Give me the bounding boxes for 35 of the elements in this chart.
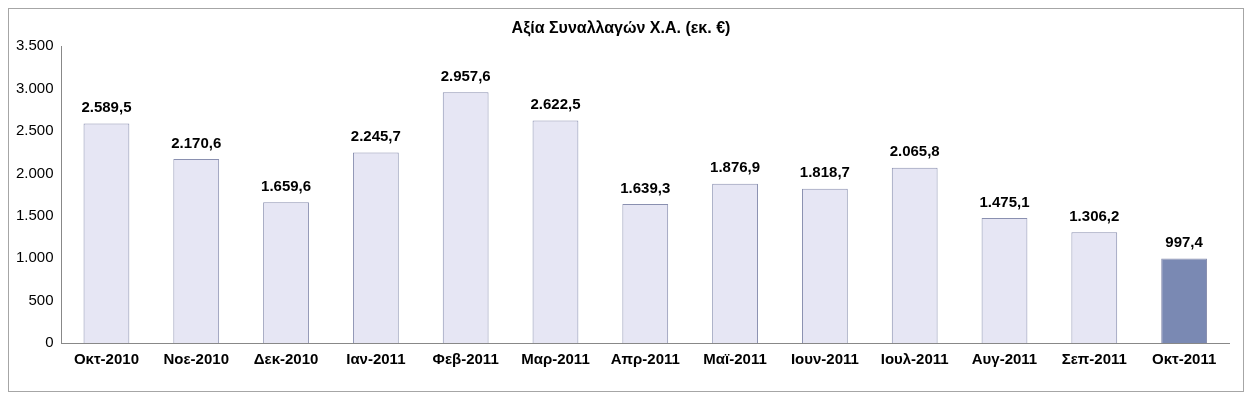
x-tick-label: Φεβ-2011 bbox=[432, 350, 499, 368]
x-tick-label: Ιουλ-2011 bbox=[880, 350, 949, 368]
x-tick-label: Απρ-2011 bbox=[610, 350, 680, 368]
data-label: 997,4 bbox=[1165, 233, 1204, 251]
x-tick-label: Μαρ-2011 bbox=[521, 350, 590, 368]
data-label: 1.876,9 bbox=[710, 158, 761, 176]
x-tick-label: Αυγ-2011 bbox=[971, 350, 1038, 368]
y-tick-label: 3.500 bbox=[15, 36, 54, 54]
data-label: 2.065,8 bbox=[889, 142, 940, 160]
x-tick-label: Σεπ-2011 bbox=[1061, 350, 1127, 368]
data-label: 1.306,2 bbox=[1069, 206, 1120, 224]
data-label: 1.818,7 bbox=[799, 163, 850, 181]
x-tick-label: Μαϊ-2011 bbox=[703, 350, 767, 368]
data-label: 2.622,5 bbox=[530, 95, 581, 113]
chart-title: Αξία Συναλλαγών Χ.Α. (εκ. €) bbox=[511, 19, 731, 38]
x-tick-label: Νοε-2010 bbox=[163, 350, 229, 368]
data-label: 2.589,5 bbox=[81, 98, 132, 116]
x-tick-label: Ιαν-2011 bbox=[346, 350, 406, 368]
y-tick-label: 500 bbox=[28, 290, 54, 308]
y-tick-label: 1.500 bbox=[15, 205, 54, 223]
x-tick-label: Δεκ-2010 bbox=[253, 350, 319, 368]
y-tick-label: 0 bbox=[45, 333, 54, 351]
data-label: 2.957,6 bbox=[440, 66, 491, 84]
y-tick-label: 2.000 bbox=[15, 163, 54, 181]
data-label: 2.170,6 bbox=[171, 133, 222, 151]
y-tick-label: 3.000 bbox=[15, 78, 54, 96]
x-tick-label: Ιουν-2011 bbox=[790, 350, 859, 368]
data-label: 2.245,7 bbox=[350, 127, 401, 145]
x-tick-label: Οκτ-2011 bbox=[1151, 350, 1217, 368]
data-label: 1.475,1 bbox=[979, 192, 1030, 210]
x-tick-label: Οκτ-2010 bbox=[73, 350, 139, 368]
data-label: 1.659,6 bbox=[261, 176, 312, 194]
data-label: 1.639,3 bbox=[620, 178, 671, 196]
y-tick-label: 1.000 bbox=[15, 248, 54, 266]
y-tick-label: 2.500 bbox=[15, 121, 54, 139]
